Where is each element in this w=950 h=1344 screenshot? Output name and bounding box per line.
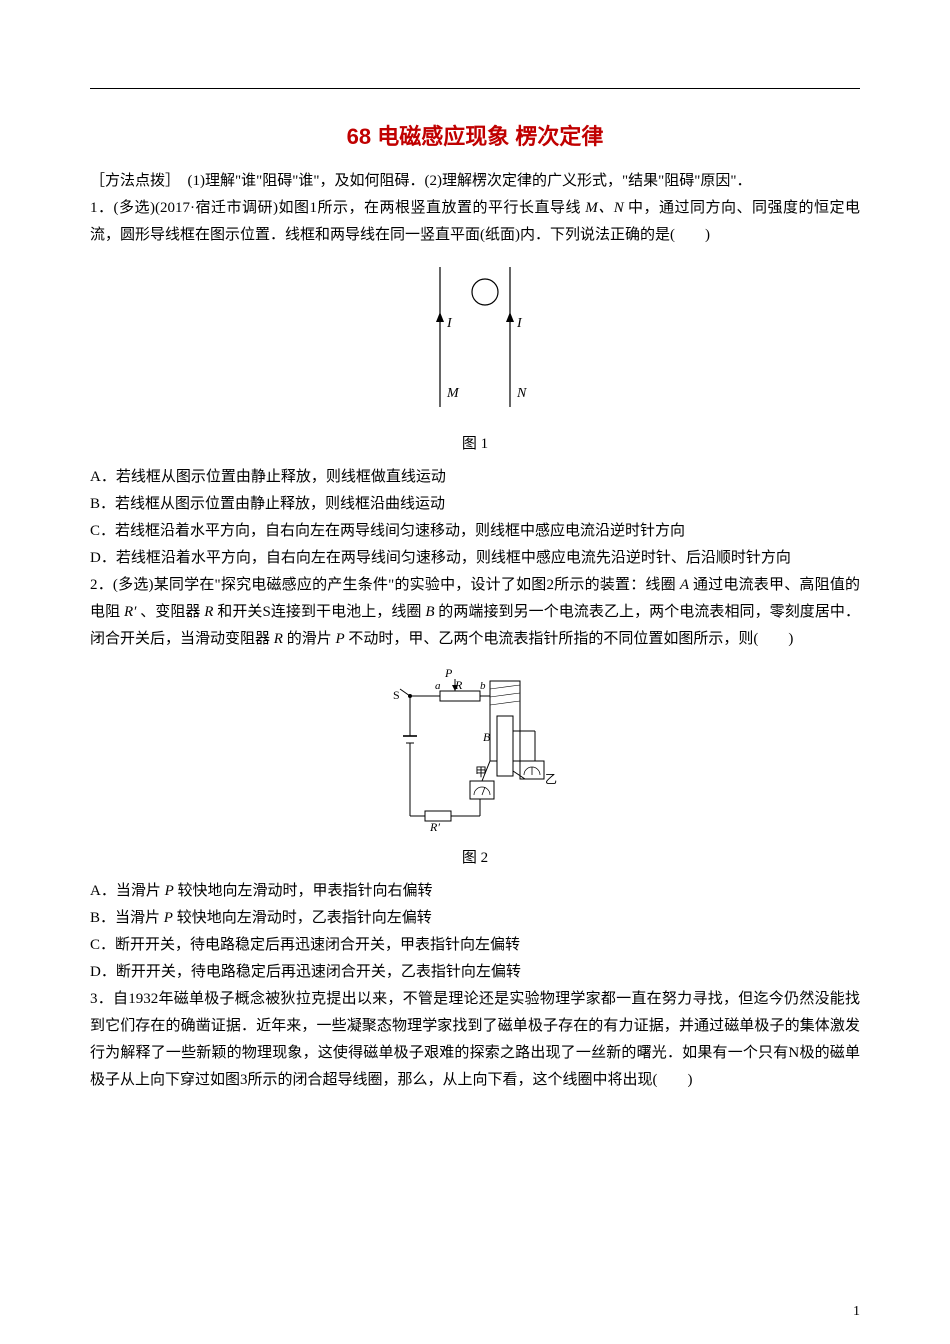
fig2-b: b (480, 680, 486, 692)
figure-2-caption: 图 2 (90, 845, 860, 872)
fig2-yi: 乙 (545, 772, 557, 786)
fig2-Rprime: R′ (429, 820, 440, 831)
fig2-Blabel: B (483, 730, 491, 744)
top-rule (90, 88, 860, 89)
fig1-M: M (446, 386, 460, 401)
q1-stem-part1: 1．(多选)(2017·宿迁市调研)如图1所示，在两根竖直放置的平行长直导线 (90, 200, 581, 216)
fig2-a: a (435, 680, 441, 692)
q2-R2: R (274, 631, 283, 647)
figure-1-caption: 图 1 (90, 431, 860, 458)
q2-P: P (335, 631, 344, 647)
page-title: 68 电磁感应现象 楞次定律 (90, 117, 860, 157)
q3-stem: 3．自1932年磁单极子概念被狄拉克提出以来，不管是理论还是实验物理学家都一直在… (90, 986, 860, 1094)
q2-Rprime: R′ (124, 604, 136, 620)
method-tip: ［方法点拨］ (1)理解"谁"阻碍"谁"，及如何阻碍．(2)理解楞次定律的广义形… (90, 168, 860, 195)
q1-option-D: D．若线框沿着水平方向，自右向左在两导线间匀速移动，则线框中感应电流先沿逆时针、… (90, 545, 860, 572)
q2-R: R (204, 604, 213, 620)
fig1-I-left: I (446, 316, 453, 331)
q2-A: A (680, 577, 689, 593)
fig2-svg: S R′ a R b P B 甲 (385, 661, 565, 831)
q2-s1: 2．(多选)某同学在"探究电磁感应的产生条件"的实验中，设计了如图2所示的装置：… (90, 577, 676, 593)
q1-mn: M、N (585, 200, 624, 216)
fig1-N: N (516, 386, 527, 401)
q2-option-C: C．断开开关，待电路稳定后再迅速闭合开关，甲表指针向左偏转 (90, 932, 860, 959)
fig1-svg: I I M N (405, 257, 545, 417)
q1-option-B: B．若线框从图示位置由静止释放，则线框沿曲线运动 (90, 491, 860, 518)
q2-s4: 和开关S连接到干电池上，线圈 (217, 604, 421, 620)
fig2-S: S (393, 688, 400, 702)
q2-s7: 不动时，甲、乙两个电流表指针所指的不同位置如图所示，则( ) (348, 631, 793, 647)
q1-option-A: A．若线框从图示位置由静止释放，则线框做直线运动 (90, 464, 860, 491)
q2-stem: 2．(多选)某同学在"探究电磁感应的产生条件"的实验中，设计了如图2所示的装置：… (90, 572, 860, 653)
page-number: 1 (853, 1299, 860, 1324)
q2-B: B (425, 604, 434, 620)
fig1-I-right: I (516, 316, 523, 331)
q2-s3: 、变阻器 (140, 604, 200, 620)
figure-1: I I M N (90, 257, 860, 427)
fig2-P: P (444, 666, 453, 680)
figure-2: S R′ a R b P B 甲 (90, 661, 860, 841)
q1-stem: 1．(多选)(2017·宿迁市调研)如图1所示，在两根竖直放置的平行长直导线 M… (90, 195, 860, 249)
q2-option-B: B．当滑片 P 较快地向左滑动时，乙表指针向左偏转 (90, 905, 860, 932)
q2-option-D: D．断开开关，待电路稳定后再迅速闭合开关，乙表指针向左偏转 (90, 959, 860, 986)
q2-option-A: A．当滑片 P 较快地向左滑动时，甲表指针向右偏转 (90, 878, 860, 905)
q2-s6: 的滑片 (287, 631, 332, 647)
q1-option-C: C．若线框沿着水平方向，自右向左在两导线间匀速移动，则线框中感应电流沿逆时针方向 (90, 518, 860, 545)
